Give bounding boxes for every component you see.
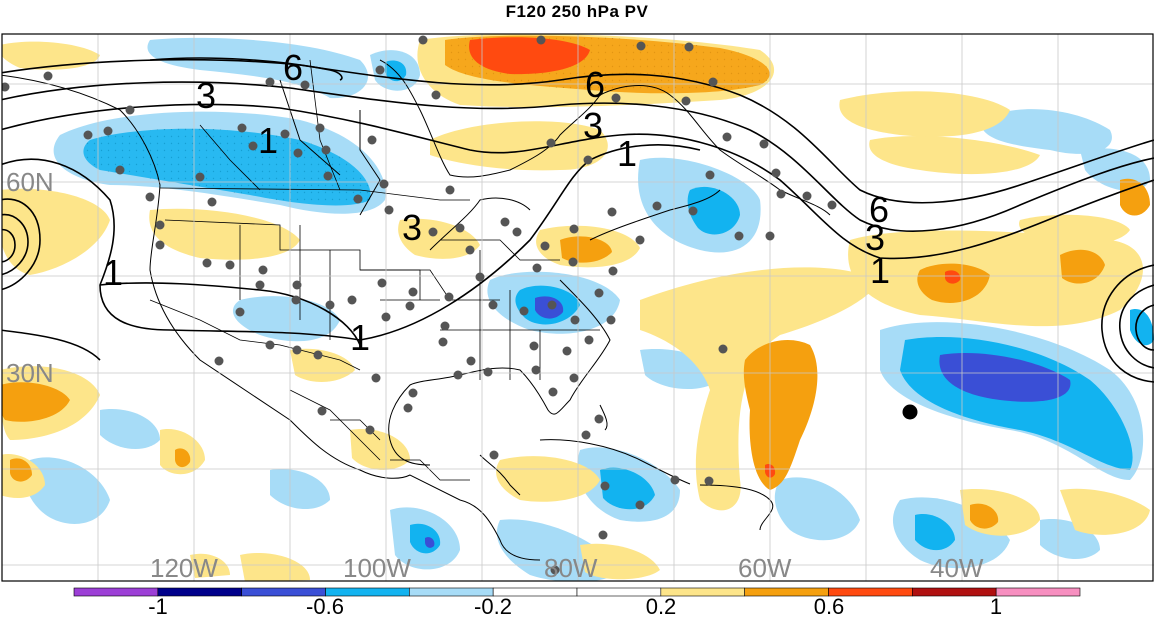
- lon-label-100w: 100W: [343, 553, 411, 583]
- map-title: F120 250 hPa PV: [505, 2, 649, 21]
- colorbar-tick-label: 0.6: [814, 594, 845, 619]
- contour-label: 3: [583, 105, 603, 146]
- lat-label-30n: 30N: [6, 358, 54, 388]
- colorbar-swatch: [73, 587, 159, 597]
- storm-center-marker: [902, 404, 918, 420]
- contour-label: 6: [869, 189, 889, 230]
- colorbar-tick-label: 0.2: [646, 594, 677, 619]
- lon-label-80w: 80W: [544, 553, 598, 583]
- lon-label-60w: 60W: [738, 553, 792, 583]
- gridlines: [2, 34, 1154, 581]
- contour-labels: 6 3 1 1 3 6 1 3 1 3 6 3 1: [103, 47, 890, 358]
- political-borders: [149, 59, 600, 481]
- contour-label: 1: [350, 317, 370, 358]
- station-dots: [2, 35, 837, 575]
- contour-label: 1: [103, 252, 123, 293]
- contour-label: 6: [283, 47, 303, 88]
- contour-label: 1: [870, 250, 890, 291]
- colorbar: [73, 587, 1081, 597]
- pv-contours: [2, 57, 1154, 383]
- contour-label: 3: [196, 75, 216, 116]
- coastlines: [2, 59, 831, 561]
- colorbar-tick-label: -1: [148, 594, 168, 619]
- colorbar-swatch: [157, 587, 242, 597]
- contour-label: 3: [402, 207, 422, 248]
- pv-anomaly-strong-positive: [469, 37, 961, 478]
- colorbar-tick-labels: -1 -0.6 -0.2 0.2 0.6 1: [148, 594, 1002, 619]
- contour-label: 1: [617, 133, 637, 174]
- colorbar-tick-label: 1: [990, 594, 1002, 619]
- colorbar-tick-label: -0.6: [306, 594, 344, 619]
- map-frame: [1, 33, 1154, 582]
- colorbar-swatch: [912, 587, 997, 597]
- lon-label-120w: 120W: [150, 553, 218, 583]
- contour-label: 3: [865, 217, 885, 258]
- contour-label: 1: [258, 120, 278, 161]
- lon-label-40w: 40W: [930, 553, 984, 583]
- lat-label-60n: 60N: [6, 167, 54, 197]
- contour-label: 6: [585, 64, 605, 105]
- colorbar-swatch: [995, 587, 1081, 597]
- colorbar-tick-label: -0.2: [474, 594, 512, 619]
